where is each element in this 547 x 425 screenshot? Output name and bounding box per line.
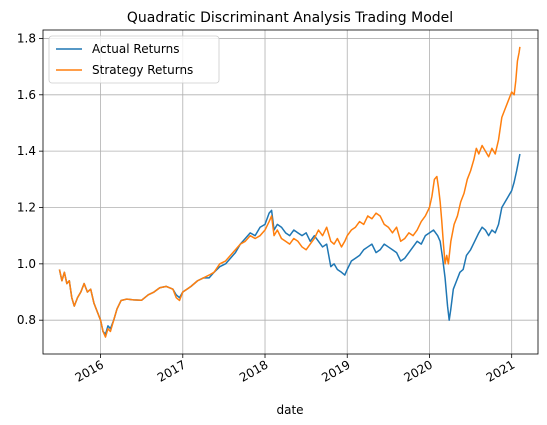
chart-title: Quadratic Discriminant Analysis Trading … — [127, 10, 453, 26]
legend-label: Actual Returns — [92, 42, 179, 56]
grid — [43, 30, 538, 354]
series-line-strategy-returns — [58, 46, 521, 338]
y-tick-label: 1.0 — [17, 257, 36, 271]
x-axis-label: date — [276, 403, 303, 417]
series-layer — [58, 46, 521, 338]
y-tick-label: 1.6 — [17, 88, 36, 102]
y-axis: 0.8 1.0 1.2 1.4 1.6 1.8 — [17, 31, 43, 327]
y-tick-label: 1.2 — [17, 200, 36, 214]
y-tick-label: 1.4 — [17, 144, 36, 158]
y-tick-label: 1.8 — [17, 31, 36, 45]
legend-label: Strategy Returns — [92, 63, 193, 77]
legend-box — [48, 35, 220, 84]
plot-frame — [42, 29, 539, 355]
y-tick-label: 0.8 — [17, 313, 36, 327]
legend: Actual Returns Strategy Returns — [48, 35, 220, 84]
